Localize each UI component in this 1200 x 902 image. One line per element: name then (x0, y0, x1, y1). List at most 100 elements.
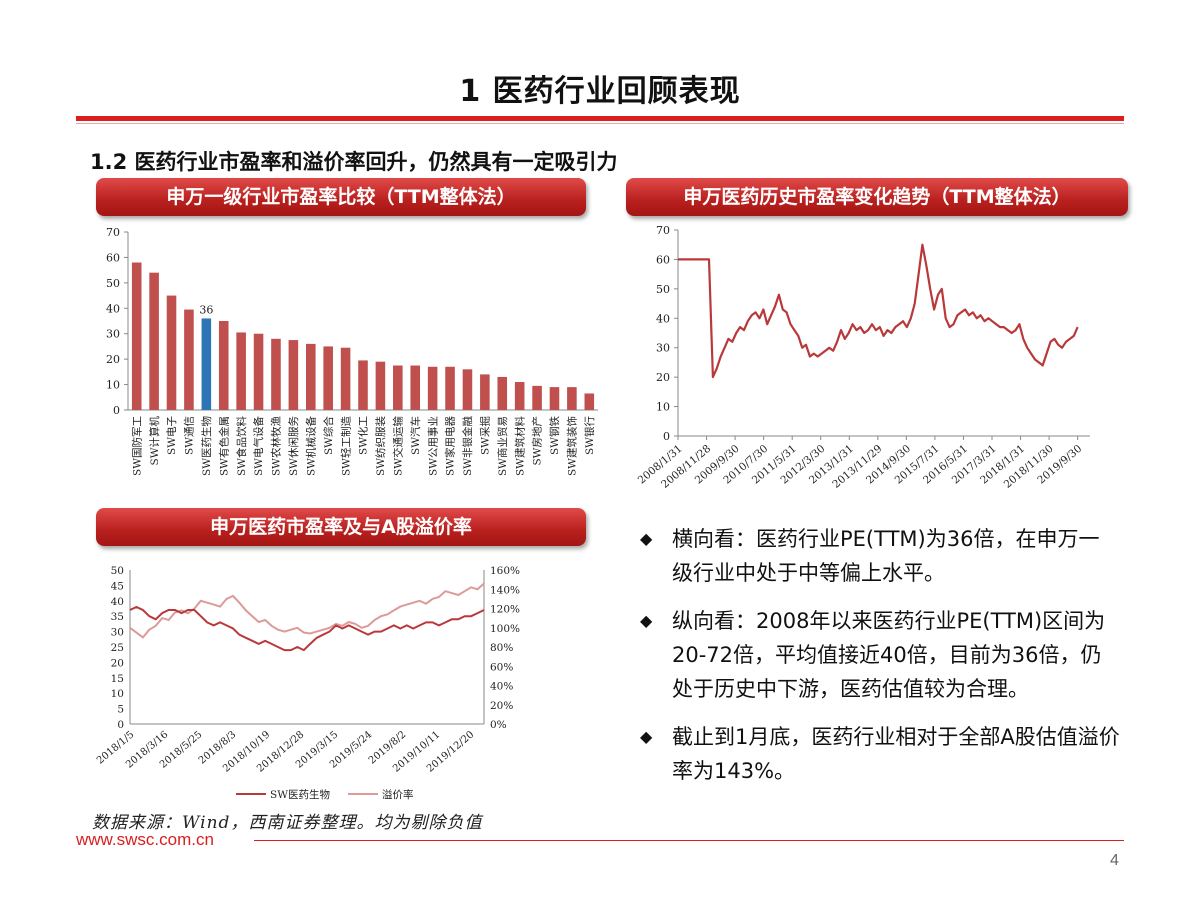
banner-pharma-premium: 申万医药市盈率及与A股溢价率 (96, 508, 586, 546)
bar (236, 332, 246, 410)
analysis-bullets: ◆ 横向看：医药行业PE(TTM)为36倍，在申万一级行业中处于中等偏上水平。 … (640, 522, 1120, 802)
bar (375, 361, 386, 410)
legend-label-pharma: SW医药生物 (270, 788, 330, 801)
x-tick-label: SW纺织服装 (374, 416, 387, 476)
x-tick-label: SW食品饮料 (235, 416, 248, 476)
bar (462, 369, 473, 410)
series-line-premium (129, 582, 485, 639)
right-tick-label: 140% (490, 584, 520, 596)
left-tick-label: 25 (111, 642, 124, 654)
y-tick-label: 20 (106, 353, 120, 366)
x-tick-label: SW汽车 (409, 416, 422, 455)
left-tick-label: 35 (111, 611, 124, 623)
bar (271, 338, 281, 410)
y-tick-label: 30 (656, 342, 670, 355)
x-tick-label: SW国防军工 (130, 416, 143, 476)
industry-pe-bar-chart: 0 10 20 30 40 50 60 70 SW国防军工 SW计算机 SW电子 SW通信 SW医药生物… (106, 226, 598, 476)
bar (480, 374, 490, 410)
bar (184, 309, 194, 410)
left-tick-label: 40 (111, 596, 124, 608)
data-label: 36 (199, 303, 213, 316)
bar (288, 340, 299, 410)
x-tick-label: SW轻工制造 (339, 416, 352, 476)
right-tick-label: 60% (490, 661, 513, 673)
bullet-horizontal: ◆ 横向看：医药行业PE(TTM)为36倍，在申万一级行业中处于中等偏上水平。 (640, 522, 1120, 590)
footer-website-link[interactable]: www.swsc.com.cn (76, 830, 214, 849)
right-tick-label: 160% (490, 565, 520, 577)
right-tick-label: 100% (490, 623, 520, 635)
bullet-text: 纵向看：2008年以来医药行业PE(TTM)区间为20-72倍，平均值接近40倍… (672, 609, 1106, 701)
y-tick-label: 30 (106, 328, 120, 341)
bullet-premium: ◆ 截止到1月底，医药行业相对于全部A股估值溢价率为143%。 (640, 720, 1120, 788)
data-source-note: 数据来源：Wind，西南证券整理。均为剔除负值 (92, 813, 483, 833)
bar (201, 318, 212, 410)
left-tick-label: 50 (111, 565, 124, 577)
x-tick-label: SW建筑材料 (513, 416, 526, 476)
section-subtitle: 1.2 医药行业市盈率和溢价率回升，仍然具有一定吸引力 (90, 150, 618, 174)
bar (166, 295, 177, 410)
y-tick-label: 70 (656, 224, 670, 237)
title-divider-thin (76, 123, 1124, 124)
banner-industry-pe: 申万一级行业市盈率比较（TTM整体法） (96, 178, 586, 216)
x-tick-label: SW房地产 (531, 416, 544, 466)
x-tick-label: SW电气设备 (252, 416, 265, 476)
left-tick-label: 5 (117, 704, 124, 716)
page-number: 4 (1110, 852, 1119, 869)
y-tick-label: 0 (113, 404, 120, 417)
y-tick-label: 0 (663, 430, 670, 443)
y-tick-label: 40 (106, 302, 120, 315)
y-tick-label: 10 (106, 379, 120, 392)
right-tick-label: 80% (490, 642, 513, 654)
left-tick-label: 20 (111, 657, 124, 669)
x-tick-label: SW农林牧渔 (270, 416, 283, 476)
bar (497, 376, 508, 410)
x-tick-label: SW机械设备 (304, 416, 317, 476)
bullet-text: 截止到1月底，医药行业相对于全部A股估值溢价率为143%。 (672, 725, 1120, 783)
bar (131, 262, 142, 410)
page-title: 1 医药行业回顾表现 (459, 74, 741, 109)
bar (340, 347, 351, 410)
y-tick-label: 60 (106, 251, 120, 264)
y-tick-label: 70 (106, 226, 120, 239)
title-divider (76, 116, 1124, 121)
diamond-icon: ◆ (640, 727, 653, 746)
left-tick-label: 45 (111, 580, 124, 592)
series-line-pharma-pe (129, 605, 485, 652)
left-tick-label: 15 (111, 673, 124, 685)
x-tick-label: SW医药生物 (200, 416, 213, 476)
bar (393, 365, 403, 410)
bar (358, 360, 368, 410)
x-tick-label: SW有色金属 (217, 416, 230, 476)
left-tick-label: 10 (111, 688, 124, 700)
x-tick-label: SW公用事业 (426, 416, 439, 476)
x-tick-label: SW银行 (583, 416, 596, 455)
x-tick-label: SW非银金融 (461, 416, 474, 476)
right-tick-label: 120% (490, 604, 520, 616)
y-tick-label: 50 (656, 283, 670, 296)
y-tick-label: 50 (106, 277, 120, 290)
bar (149, 272, 159, 410)
x-tick-label: SW钢铁 (548, 416, 561, 455)
x-tick-label: SW采掘 (479, 416, 492, 455)
x-tick-label: SW交通运输 (391, 416, 404, 476)
x-tick-label: SW电子 (165, 416, 178, 455)
bar (427, 366, 438, 410)
x-tick-label: SW计算机 (148, 416, 161, 466)
bar (514, 382, 525, 410)
x-tick-label: SW综合 (322, 416, 335, 455)
right-tick-label: 0% (490, 719, 507, 731)
right-tick-label: 40% (490, 681, 513, 693)
bar (549, 387, 560, 410)
banner-pharma-pe-history: 申万医药历史市盈率变化趋势（TTM整体法） (626, 178, 1128, 216)
diamond-icon: ◆ (640, 529, 653, 548)
bar (323, 346, 333, 410)
bullet-vertical: ◆ 纵向看：2008年以来医药行业PE(TTM)区间为20-72倍，平均值接近4… (640, 604, 1120, 706)
y-tick-label: 60 (656, 253, 670, 266)
bar (218, 321, 229, 410)
right-tick-label: 20% (490, 700, 513, 712)
series-line-pe (678, 243, 1079, 379)
x-tick-label: SW家用电器 (444, 416, 457, 476)
pharma-pe-premium-dual-chart: 0 5 10 15 20 25 30 35 40 45 50 0% 20% 40% 60% 80% 100% 12… (95, 565, 520, 801)
x-tick-label: SW商业贸易 (496, 416, 509, 476)
x-tick-label: SW休闲服务 (287, 416, 300, 476)
